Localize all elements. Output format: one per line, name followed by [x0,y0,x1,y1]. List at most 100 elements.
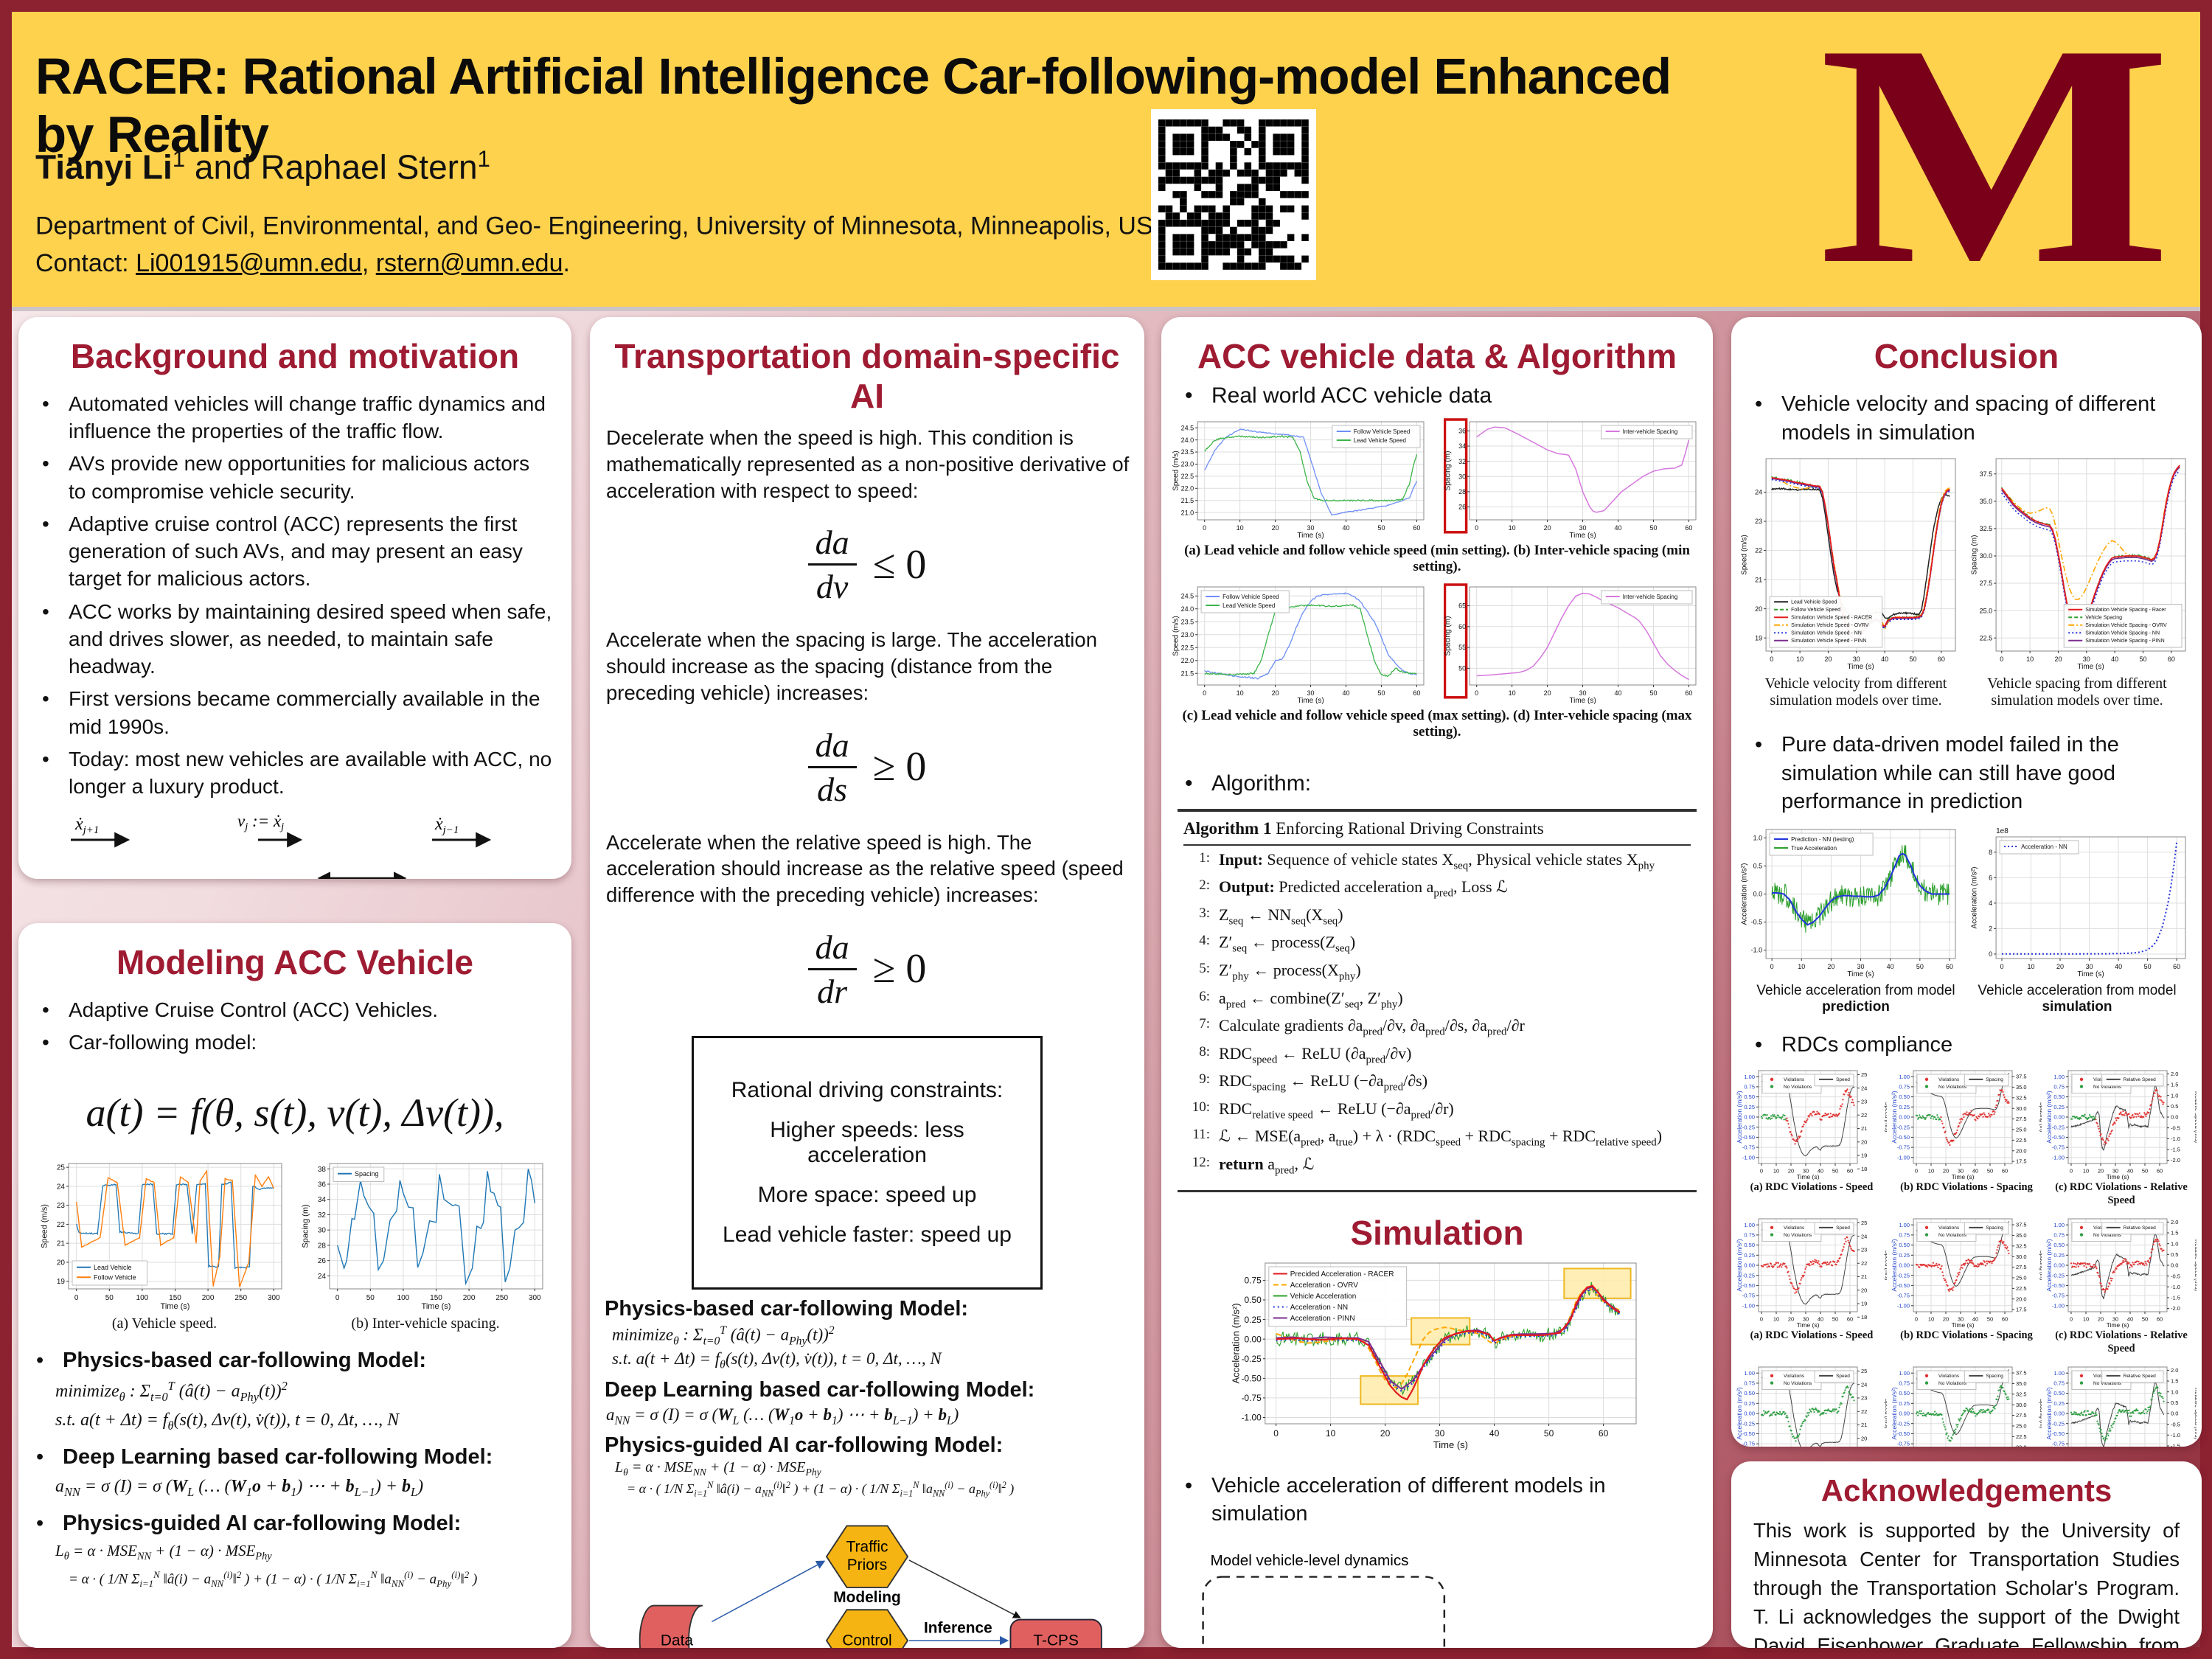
svg-text:-0.75: -0.75 [1742,1293,1755,1299]
svg-text:0.5: 0.5 [2171,1103,2178,1110]
svg-text:30: 30 [1307,524,1314,532]
svg-text:-0.75: -0.75 [2052,1144,2065,1151]
algorithm-line: 9: RDCspacing ← ReLU (−∂apred/∂s) [1199,1071,1428,1093]
svg-text:30: 30 [1853,655,1860,663]
svg-text:34: 34 [318,1197,327,1205]
svg-text:Time (s): Time (s) [1847,970,1874,978]
svg-text:1.0: 1.0 [2171,1093,2178,1099]
svg-text:Simulation Vehicle Speed - RAC: Simulation Vehicle Speed - RACER [1791,616,1872,621]
svg-text:Spacing (m): Spacing (m) [1444,451,1452,490]
svg-text:20: 20 [1543,689,1551,697]
svg-text:40: 40 [1818,1316,1823,1323]
svg-text:1.0: 1.0 [2171,1388,2178,1395]
svg-text:-1.00: -1.00 [1742,1303,1755,1310]
algorithm-line: 5: Z′phy ← process(Xphy) [1199,961,1361,983]
svg-text:32: 32 [1458,458,1466,465]
svg-text:30.0: 30.0 [2016,1253,2027,1260]
svg-text:Simulation Vehicle Spacing - P: Simulation Vehicle Spacing - PINN [2085,639,2164,644]
svg-text:20: 20 [1271,524,1279,532]
svg-text:20: 20 [1824,655,1832,663]
svg-text:30.0: 30.0 [2016,1105,2027,1112]
svg-text:Time (s): Time (s) [2107,1321,2129,1329]
svg-text:0: 0 [1989,950,1992,958]
svg-text:-1.0: -1.0 [2171,1284,2180,1290]
rdc02-svg: 0 10 20 30 40 50 60 -1.00 -0.75 -0.50 -0.25 0.00 0.2… [2045,1070,2200,1180]
section-title-acc: ACC vehicle data & Algorithm [1197,337,1677,375]
email-link-2[interactable]: rstern@umn.edu [375,249,563,277]
svg-text:22.5: 22.5 [2016,1285,2027,1292]
svg-text:30: 30 [1958,1168,1964,1175]
card-transport-ai: Transportation domain-specific AI Decele… [590,317,1144,1648]
svg-text:Acceleration (m/s²): Acceleration (m/s²) [2046,1091,2053,1144]
svg-text:10: 10 [1798,963,1805,970]
svg-text:0.25: 0.25 [2053,1252,2065,1259]
svg-text:18: 18 [1861,1314,1867,1321]
svg-text:27.5: 27.5 [2016,1412,2027,1419]
svg-text:20: 20 [2098,1316,2104,1323]
chart-min-spacing: 0 10 20 30 40 50 60 26 28 30 32 34 36 Time (s) Spacing… [1443,416,1703,540]
svg-text:25: 25 [57,1164,66,1172]
svg-text:40: 40 [1614,689,1621,697]
chart-prediction: 0 10 20 30 40 50 60 -1.0 -0.5 0.0 0.5 1.0 Time (s) Ac… [1740,824,1963,978]
svg-text:Inter-vehicle Spacing: Inter-vehicle Spacing [1622,428,1677,435]
list-item: • First versions became commercially avai… [42,687,540,738]
svg-text:0: 0 [1273,1428,1279,1439]
pgai-model-label: • Physics-guided AI car-following Model: [36,1511,462,1535]
svg-text:22.0: 22.0 [1180,484,1194,492]
svg-text:0: 0 [74,1294,79,1302]
algorithm-line: 8: RDCspeed ← ReLU (∂apred/∂v) [1199,1043,1412,1066]
algorithm-line: 11: ℒ ← MSE(apred, atrue) + λ · (RDCspeed… [1192,1127,1663,1149]
transport-dl-formula: aNN = σ (I) = σ (WL (… (W1o + b1) ⋯ + bL… [606,1405,959,1427]
caption-velocity: Vehicle velocity from different simulati… [1764,675,1947,709]
section-title-transport: Transportation domain-specific AI [614,337,1120,415]
svg-text:Acceleration (m/s²): Acceleration (m/s²) [1736,1091,1743,1144]
svg-text:1.00: 1.00 [1899,1074,1910,1080]
svg-text:0.75: 0.75 [2053,1084,2065,1091]
svg-text:40: 40 [1342,524,1349,532]
svg-text:-1.00: -1.00 [2052,1303,2065,1310]
svg-text:-1.00: -1.00 [1897,1303,1910,1310]
svg-text:Speed (m/s): Speed (m/s) [1884,1399,1887,1429]
svg-text:60: 60 [2168,655,2175,663]
svg-text:40: 40 [1614,524,1621,532]
svg-text:Acceleration (m/s²): Acceleration (m/s²) [1971,866,1979,928]
svg-text:22: 22 [1755,547,1762,554]
svg-text:10: 10 [1773,1168,1779,1175]
svg-text:Lead Vehicle: Lead Vehicle [94,1264,132,1271]
list-item: • Today: most new vehicles are available … [42,747,552,799]
svg-text:25: 25 [1861,1220,1867,1226]
svg-text:Speed (m/s): Speed (m/s) [41,1205,49,1249]
svg-text:10: 10 [1236,524,1243,532]
svg-text:0.00: 0.00 [1744,1114,1755,1121]
svg-text:-0.50: -0.50 [1897,1134,1910,1141]
svg-text:21: 21 [57,1240,66,1248]
svg-text:34: 34 [1458,442,1466,450]
svg-text:No Violations: No Violations [1938,1381,1967,1386]
rdc-caption-row: (a) RDC Violations - Speed (b) RDC Violat… [1731,1181,2202,1207]
svg-text:60: 60 [1458,623,1466,630]
svg-text:50: 50 [1377,524,1385,532]
svg-text:No Violations: No Violations [2093,1233,2122,1238]
svg-text:50: 50 [2142,1316,2148,1323]
svg-text:36: 36 [318,1181,327,1189]
svg-text:30: 30 [1958,1316,1964,1323]
algorithm-box: Algorithm 1 Enforcing Rational Driving C… [1178,808,1697,1192]
svg-text:60: 60 [1685,524,1692,532]
svg-text:Speed: Speed [1836,1374,1850,1379]
email-link-1[interactable]: Li001915@umn.edu [136,249,362,277]
svg-text:50: 50 [1909,655,1916,663]
svg-text:Spacing: Spacing [1986,1078,2003,1083]
formula-da-dv: da dv ≤ 0 [590,523,1144,606]
svg-text:23: 23 [1861,1247,1867,1253]
svg-text:Acceleration (m/s²): Acceleration (m/s²) [1741,863,1749,925]
simulation-bullet: • Vehicle acceleration of different model… [1185,1473,1606,1526]
svg-text:23: 23 [1755,518,1762,525]
svg-text:Relative Speed (m/s): Relative Speed (m/s) [2194,1239,2197,1292]
svg-text:25: 25 [1861,1368,1867,1374]
svg-text:0.50: 0.50 [1244,1295,1262,1305]
vehicle-dynamics-figure: Model vehicle-level dynamics Following v… [1202,1551,1446,1648]
svg-text:2.0: 2.0 [2171,1219,2178,1225]
svg-text:0: 0 [2000,963,2003,970]
list-item: • ACC works by maintaining desired speed … [42,599,552,678]
transport-physics-label: Physics-based car-following Model: [605,1296,969,1321]
